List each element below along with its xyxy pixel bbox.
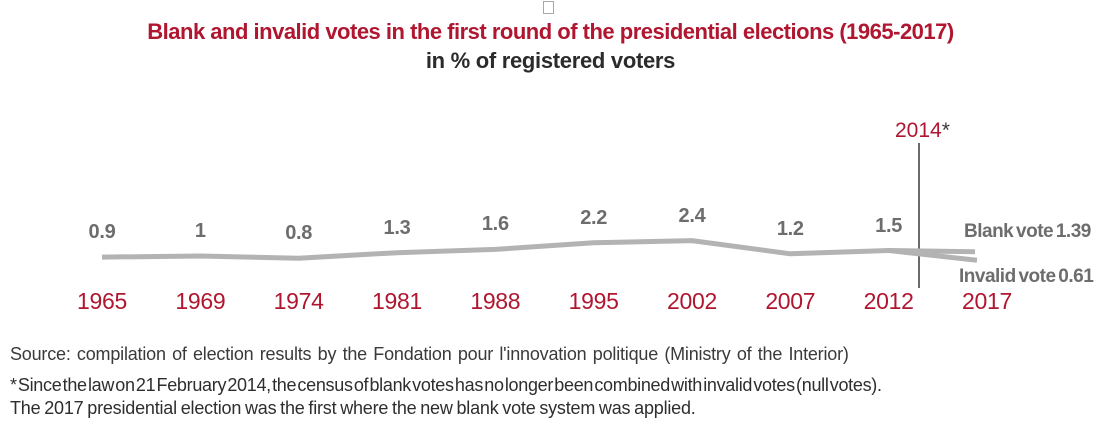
chart-subtitle: in % of registered voters [425, 48, 676, 73]
data-label-1988: 1.6 [481, 213, 509, 236]
x-axis-label-1981: 1981 [372, 288, 422, 314]
data-label-1965: 0.9 [88, 221, 116, 244]
source-note: Source: compilation of election results … [10, 344, 849, 364]
data-label-2002: 2.4 [678, 204, 706, 227]
invalid-vote-line [888, 248, 978, 263]
invalid-vote-end-label: Invalid vote 0.61 [959, 266, 1094, 287]
data-label-1995: 2.2 [580, 206, 608, 229]
footnote-asterisk-line: * Since the law on 21 February 2014, the… [10, 375, 882, 395]
placeholder-box-icon [543, 1, 554, 14]
data-label-1969: 1 [194, 220, 206, 242]
data-label-1981: 1.3 [383, 216, 411, 239]
annotation-2014: 2014* [895, 119, 950, 143]
x-axis-label-1995: 1995 [568, 288, 619, 314]
combined-and-blank-vote-line [101, 238, 976, 261]
x-axis-label-2017: 2017 [961, 288, 1012, 314]
annotation-2014-year: 2014 [895, 119, 942, 142]
x-axis-label-2002: 2002 [666, 288, 717, 314]
footnote-second-line: The 2017 presidential election was the f… [10, 398, 696, 418]
x-axis-label-1965: 1965 [77, 288, 127, 314]
data-label-2007: 1.2 [776, 217, 804, 240]
data-label-1974: 0.8 [285, 222, 313, 245]
x-axis-label-2012: 2012 [863, 288, 914, 314]
x-axis-label-2007: 2007 [765, 288, 816, 314]
chart-title: Blank and invalid votes in the first rou… [147, 19, 954, 44]
data-label-2012: 1.5 [875, 214, 903, 237]
blank-vote-end-label: Blank vote 1.39 [964, 221, 1091, 242]
x-axis-label-1988: 1988 [470, 288, 521, 314]
x-axis-label-1969: 1969 [175, 288, 226, 314]
x-axis-label-1974: 1974 [273, 288, 324, 314]
annotation-2014-asterisk: * [941, 119, 950, 142]
